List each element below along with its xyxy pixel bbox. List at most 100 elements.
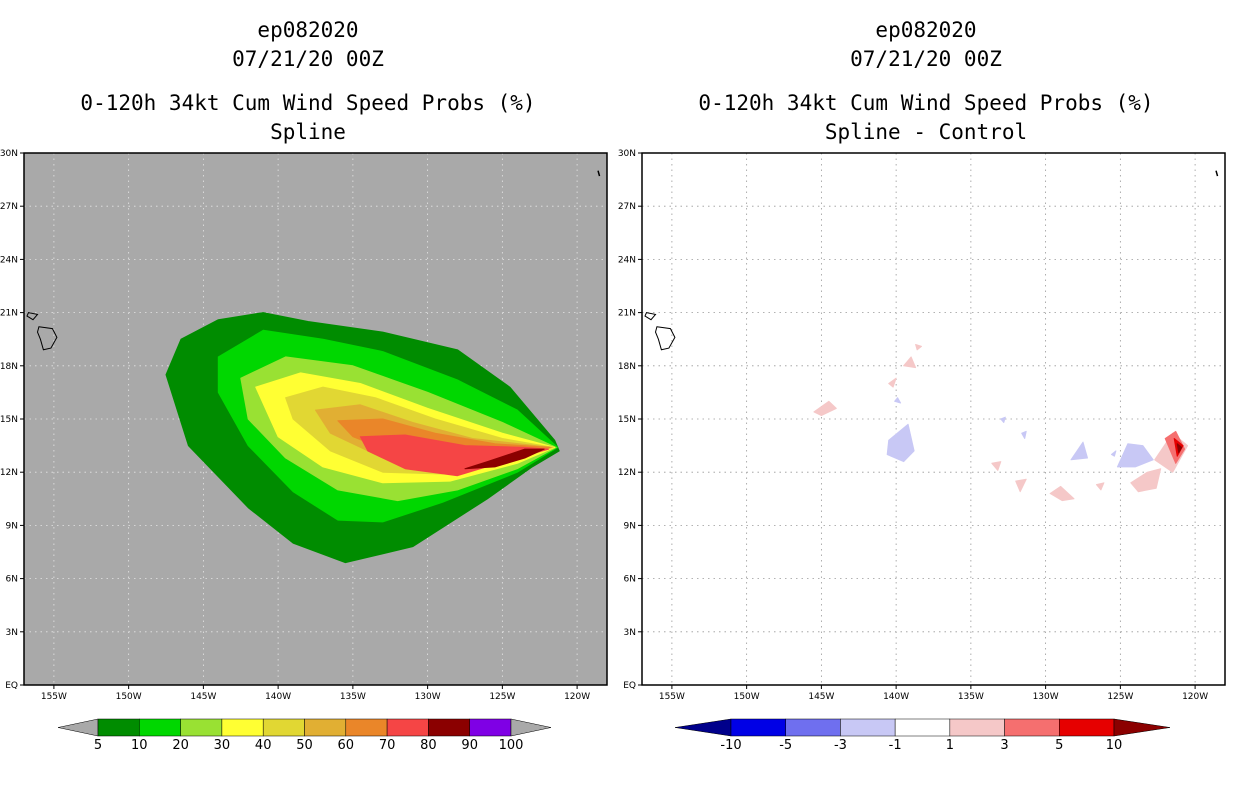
left-storm-id: ep082020 <box>257 18 359 42</box>
contour-1-4 <box>991 461 1002 471</box>
y-tick-label: 24N <box>0 255 18 265</box>
right-storm-id: ep082020 <box>875 18 977 42</box>
x-tick-label: 145W <box>808 692 834 702</box>
x-tick-label: 130W <box>1033 692 1059 702</box>
colorbar-label: 5 <box>94 738 102 753</box>
left-colorbar: 5 10 20 30 40 50 60 70 80 90 100 <box>57 718 552 753</box>
x-tick-label: 155W <box>41 692 67 702</box>
colorbar-label: 40 <box>255 738 272 753</box>
colorbar-arrow-low <box>674 718 732 737</box>
colorbar-label: -1 <box>889 738 902 753</box>
contour-80-8 <box>464 448 545 470</box>
colorbar-label: -3 <box>834 738 847 753</box>
x-tick-label: 125W <box>1107 692 1133 702</box>
colorbar-swatch <box>730 718 786 737</box>
contour-neg1-18 <box>1110 450 1117 457</box>
x-tick-label: 135W <box>958 692 984 702</box>
colorbar-swatch <box>469 718 512 737</box>
contour-1-7 <box>1095 482 1105 491</box>
y-tick-label: 3N <box>624 628 636 638</box>
right-subtitle: Spline - Control <box>824 120 1028 144</box>
x-tick-label: 155W <box>659 692 685 702</box>
colorbar-swatch <box>345 718 388 737</box>
y-tick-label: EQ <box>5 681 18 691</box>
y-tick-label: 30N <box>0 149 18 159</box>
colorbar-label: 60 <box>338 738 355 753</box>
right-datetime: 07/21/20 00Z <box>850 47 1002 71</box>
colorbar-swatch <box>221 718 264 737</box>
coastline <box>26 170 601 351</box>
colorbar-label: -10 <box>720 738 741 753</box>
contour-1-5 <box>1015 478 1027 493</box>
colorbar-label: 90 <box>461 738 478 753</box>
colorbar-swatch <box>386 718 429 737</box>
y-tick-label: 18N <box>618 362 636 372</box>
colorbar-label: 30 <box>214 738 231 753</box>
contour-neg1-14 <box>894 397 902 404</box>
colorbar-label: 1 <box>946 738 954 753</box>
y-tick-label: 27N <box>618 202 636 212</box>
colorbar-label: 50 <box>296 738 313 753</box>
y-tick-label: 21N <box>618 309 636 319</box>
left-subtitle: Spline <box>270 120 346 144</box>
contour-1-1 <box>903 356 917 369</box>
colorbar-swatch <box>894 718 951 737</box>
coastline <box>644 170 1219 351</box>
left-title: 0-120h 34kt Cum Wind Speed Probs (%) <box>80 91 536 115</box>
colorbar-swatch <box>97 718 140 737</box>
y-tick-label: 21N <box>0 309 18 319</box>
colorbar-label: 10 <box>1106 738 1123 753</box>
colorbar-label: 100 <box>499 738 524 753</box>
y-tick-label: 27N <box>0 202 18 212</box>
colorbar-label: -5 <box>779 738 792 753</box>
contour-neg1-15 <box>1000 416 1006 423</box>
y-tick-label: 3N <box>6 628 18 638</box>
left-datetime: 07/21/20 00Z <box>232 47 384 71</box>
colorbar-arrow-high <box>510 718 552 737</box>
colorbar-swatch <box>840 718 896 737</box>
y-tick-label: 18N <box>0 362 18 372</box>
contour-neg1-17 <box>1070 441 1088 461</box>
y-tick-label: EQ <box>623 681 636 691</box>
colorbar-label: 20 <box>172 738 189 753</box>
x-tick-label: 120W <box>564 692 590 702</box>
x-tick-label: 125W <box>489 692 515 702</box>
contour-1-0 <box>813 400 837 416</box>
right-colorbar: -10 -5 -3 -1 1 3 5 10 <box>674 718 1171 753</box>
y-tick-label: 30N <box>618 149 636 159</box>
right-title: 0-120h 34kt Cum Wind Speed Probs (%) <box>698 91 1154 115</box>
colorbar-label: 80 <box>420 738 437 753</box>
colorbar-swatch <box>304 718 347 737</box>
colorbar-arrow-high <box>1113 718 1171 737</box>
left-map-panel: 155W 150W 145W 140W 135W 130W 125W 120W EQ 3N 6N 9N… <box>0 149 608 702</box>
x-tick-label: 150W <box>116 692 142 702</box>
y-tick-label: 15N <box>0 415 18 425</box>
colorbar-swatch <box>785 718 841 737</box>
x-tick-label: 130W <box>415 692 441 702</box>
contour-3-10 <box>1164 430 1186 464</box>
y-tick-label: 9N <box>6 521 18 531</box>
contour-1-6 <box>1049 485 1075 502</box>
colorbar-swatch <box>1059 718 1115 737</box>
y-tick-label: 12N <box>0 468 18 478</box>
contour-1-2 <box>915 344 922 351</box>
contour-neg1-19 <box>1116 443 1154 468</box>
colorbar-label: 10 <box>131 738 148 753</box>
colorbar-swatch <box>1004 718 1060 737</box>
contour-neg1-16 <box>1021 430 1027 439</box>
colorbar-label: 70 <box>379 738 396 753</box>
map-grid <box>642 153 1225 685</box>
y-tick-label: 6N <box>6 575 18 585</box>
x-tick-label: 135W <box>340 692 366 702</box>
y-tick-label: 12N <box>618 468 636 478</box>
contour-1-8 <box>1130 468 1162 493</box>
colorbar-arrow-low <box>57 718 99 737</box>
contour-neg1-13 <box>886 423 915 463</box>
contour-10-12 <box>1176 443 1183 454</box>
y-tick-label: 6N <box>624 575 636 585</box>
contour-1-3 <box>888 377 897 388</box>
colorbar-label: 3 <box>1000 738 1008 753</box>
y-tick-label: 15N <box>618 415 636 425</box>
x-tick-label: 120W <box>1182 692 1208 702</box>
colorbar-label: 5 <box>1055 738 1063 753</box>
